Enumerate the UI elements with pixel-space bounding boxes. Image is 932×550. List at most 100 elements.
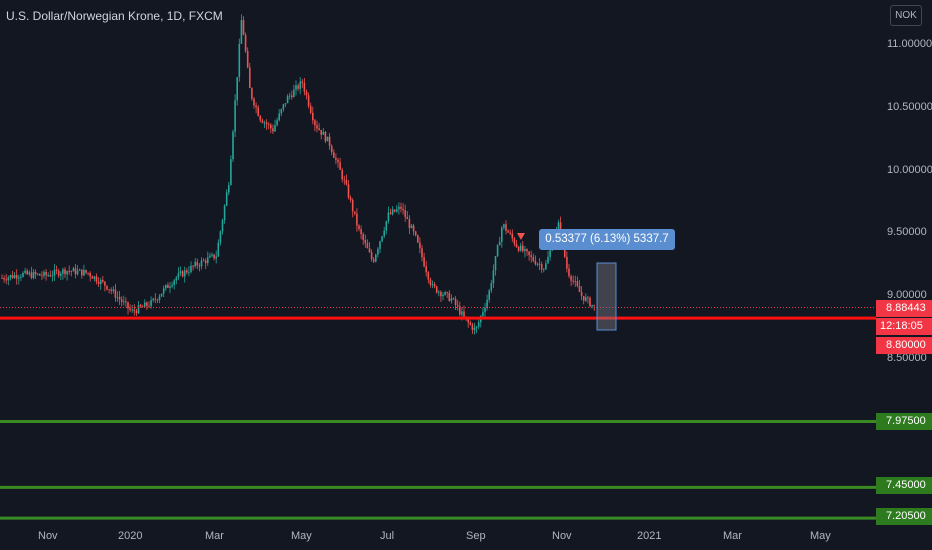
candle-body — [22, 272, 24, 277]
y-tick-label: 8.50000 — [887, 352, 927, 364]
candle-body — [45, 271, 47, 276]
x-tick-label: May — [810, 530, 831, 542]
candle-body — [278, 113, 280, 121]
candle-body — [354, 211, 356, 214]
candle-body — [146, 302, 148, 306]
candle-body — [97, 281, 100, 285]
candle-body — [490, 283, 493, 291]
candle-body — [343, 179, 346, 181]
candle-body — [272, 128, 274, 132]
candle-body — [452, 298, 455, 300]
candle-body — [198, 265, 201, 267]
candle-body — [57, 270, 60, 276]
candle-body — [299, 81, 301, 89]
candle-body — [534, 260, 537, 265]
candle-body — [30, 272, 33, 278]
x-tick-label: Mar — [723, 530, 742, 542]
candle-body — [295, 85, 297, 90]
candle-body — [368, 248, 371, 253]
candle-body — [507, 230, 509, 233]
candle-body — [461, 311, 463, 315]
candle-body — [230, 159, 232, 185]
candle-body — [175, 277, 178, 281]
candle-body — [513, 238, 516, 245]
candle-body — [427, 272, 430, 280]
candle-body — [1, 277, 3, 279]
candle-body — [99, 280, 102, 285]
candle-body — [318, 128, 320, 130]
y-tick-label: 9.00000 — [887, 289, 927, 301]
candle-body — [11, 275, 14, 278]
candle-body — [152, 298, 154, 301]
candle-body — [326, 136, 329, 142]
measure-range-box[interactable] — [596, 262, 617, 331]
candle-body — [433, 284, 436, 287]
candle-body — [60, 273, 62, 276]
x-tick-label: Mar — [205, 530, 224, 542]
candle-body — [402, 208, 404, 211]
candle-body — [307, 95, 310, 106]
candle-body — [509, 232, 511, 234]
candle-body — [215, 256, 217, 259]
y-tick-label: 10.50000 — [887, 101, 932, 113]
candle-body — [291, 95, 293, 97]
candle-body — [456, 305, 459, 307]
candle-body — [469, 322, 472, 325]
candle-body — [335, 157, 337, 160]
candle-body — [572, 280, 574, 282]
candle-body — [496, 245, 499, 257]
candle-body — [167, 284, 169, 288]
candle-body — [339, 162, 341, 170]
candle-body — [85, 269, 87, 273]
candle-body — [194, 261, 196, 267]
candle-body — [486, 299, 488, 308]
candle-body — [391, 209, 394, 214]
x-tick-label: May — [291, 530, 312, 542]
candle-body — [217, 242, 220, 257]
candle-body — [471, 324, 474, 330]
candle-body — [475, 326, 478, 328]
candle-body — [582, 295, 585, 301]
candle-body — [76, 270, 79, 275]
candle-body — [204, 260, 207, 264]
candle-body — [28, 272, 31, 275]
candle-body — [370, 252, 373, 260]
candle-body — [9, 275, 12, 278]
candle-body — [297, 85, 299, 89]
candle-body — [228, 184, 230, 193]
candle-body — [450, 298, 453, 301]
candle-body — [570, 276, 572, 281]
candle-body — [106, 285, 108, 290]
candle-body — [301, 81, 304, 83]
candle-body — [123, 301, 125, 303]
candle-body — [192, 265, 194, 267]
candle-body — [364, 239, 367, 244]
candle-body — [47, 275, 49, 276]
candle-body — [3, 278, 5, 280]
currency-button[interactable]: NOK — [890, 5, 922, 26]
candle-body — [498, 241, 501, 246]
candle-body — [438, 291, 440, 293]
candle-body — [160, 293, 163, 297]
candle-body — [545, 263, 547, 270]
y-tick-label: 11.00000 — [887, 38, 932, 50]
candle-body — [209, 255, 211, 258]
candle-body — [526, 249, 528, 252]
candle-body — [144, 302, 146, 307]
candle-body — [18, 277, 20, 279]
candle-body — [282, 104, 285, 110]
candle-body — [494, 256, 497, 271]
candle-body — [414, 231, 417, 236]
candle-body — [139, 305, 142, 307]
candle-body — [20, 276, 22, 278]
candle-body — [383, 230, 385, 237]
candle-body — [83, 269, 85, 276]
candle-body — [360, 229, 362, 235]
candle-body — [417, 235, 419, 243]
candle-body — [223, 205, 226, 221]
candle-body — [538, 263, 541, 265]
candle-body — [519, 245, 522, 251]
candle-body — [377, 248, 379, 255]
candle-body — [41, 275, 43, 277]
